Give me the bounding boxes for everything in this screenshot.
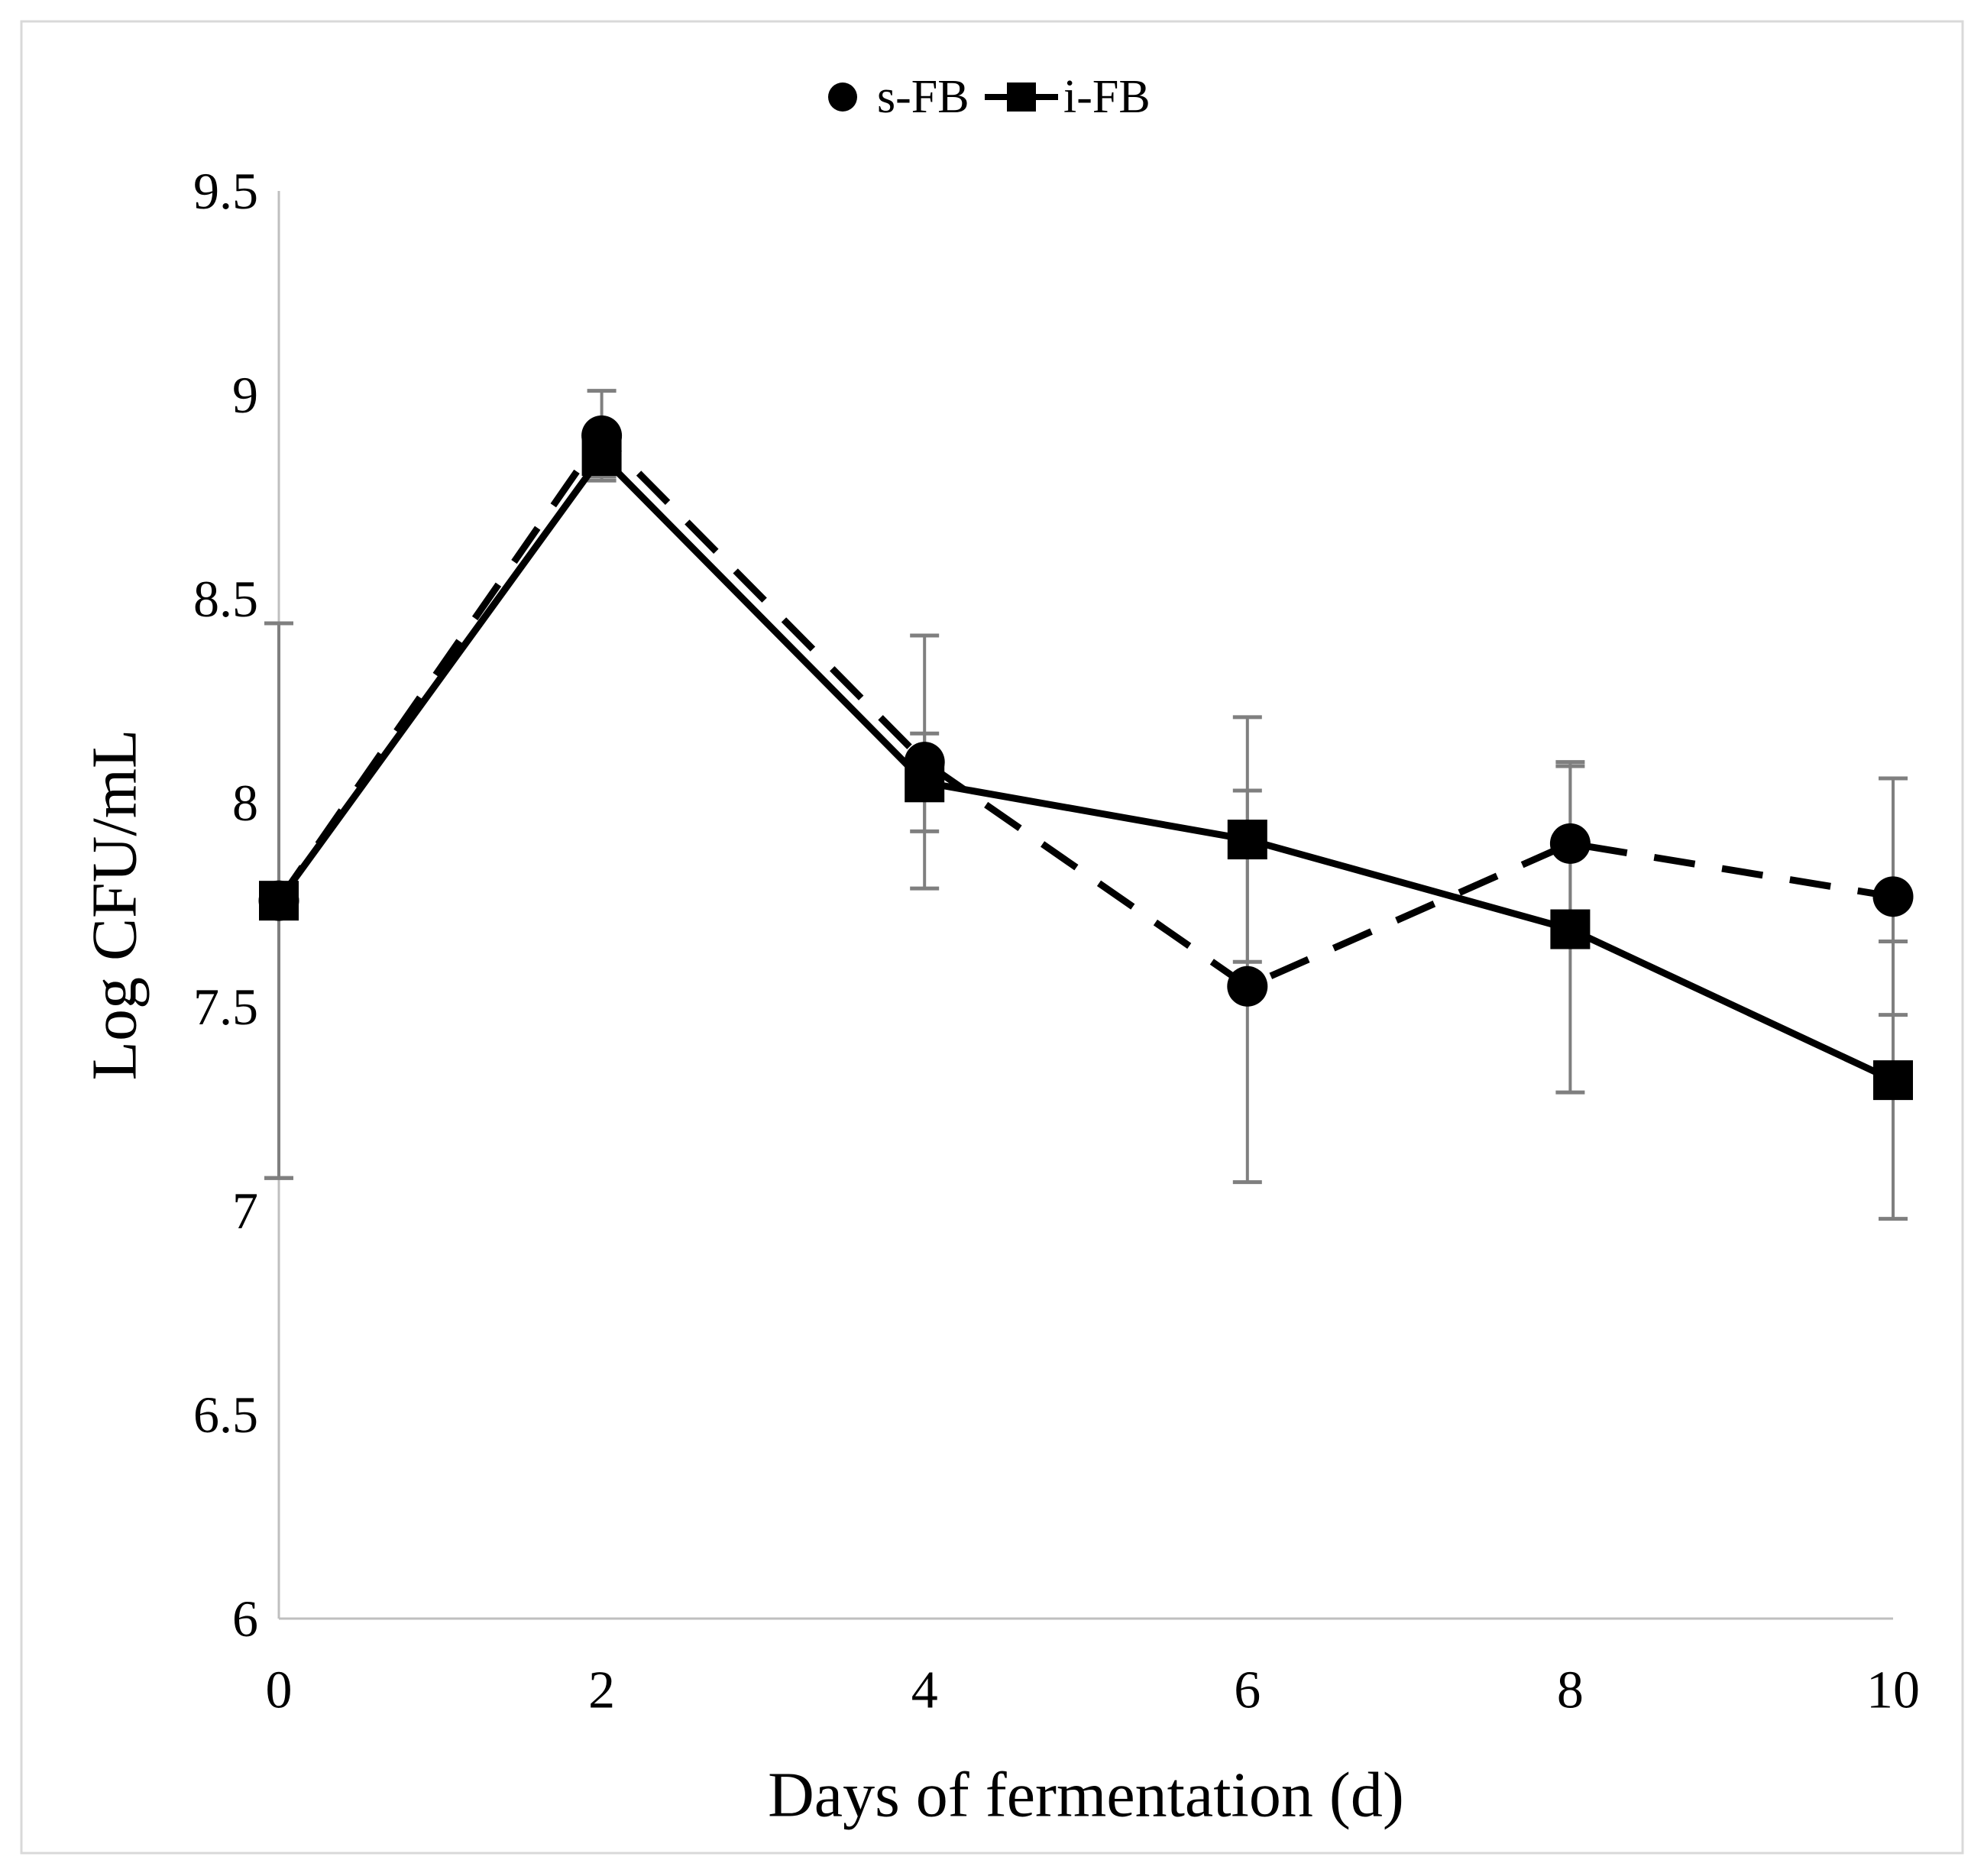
y-axis-tick-label: 6 (232, 1590, 258, 1648)
x-axis-tick-label: 10 (1866, 1661, 1920, 1720)
y-axis-tick-label: 6.5 (193, 1386, 258, 1444)
y-axis-tick-label: 9 (232, 366, 258, 424)
series-line-i-FB (276, 451, 1895, 1084)
series-markers-i-FB (259, 436, 1913, 1101)
x-axis-title: Days of fermentation (d) (768, 1760, 1404, 1831)
legend: s-FB i-FB (828, 71, 1151, 123)
y-axis-tick-labels: 9.5 9 8.5 8 7.5 7 6.5 6 (193, 162, 258, 1648)
y-axis-tick-label: 8 (232, 774, 258, 832)
x-axis-tick-label: 8 (1557, 1661, 1584, 1720)
data-point-i-FB (1550, 909, 1591, 949)
data-point-i-FB (1873, 1060, 1913, 1101)
data-point-i-FB (1227, 820, 1267, 860)
y-axis-tick-label: 7 (232, 1182, 258, 1240)
y-axis-title: Log CFU/mL (79, 729, 150, 1081)
series-line-s-FB (276, 430, 1894, 991)
legend-label-i-FB: i-FB (1063, 71, 1151, 123)
y-axis-tick-label: 8.5 (193, 570, 258, 628)
legend-circle-marker-icon (828, 82, 857, 112)
y-axis-tick-label: 7.5 (193, 978, 258, 1036)
figure-border (20, 20, 1964, 1855)
data-point-s-FB (1549, 823, 1591, 864)
x-axis-tick-labels: 0 2 4 6 8 10 (266, 1661, 1921, 1720)
data-point-i-FB (905, 762, 945, 803)
data-point-i-FB (581, 436, 622, 477)
legend-item-i-FB: i-FB (985, 71, 1151, 123)
data-point-i-FB (259, 881, 299, 921)
x-axis-tick-label: 4 (911, 1661, 938, 1720)
data-point-s-FB (1872, 876, 1914, 917)
legend-item-s-FB: s-FB (828, 71, 969, 123)
x-axis-tick-label: 0 (266, 1661, 293, 1720)
legend-label-s-FB: s-FB (877, 71, 969, 123)
y-axis-tick-label: 9.5 (193, 162, 258, 220)
data-point-s-FB (1227, 965, 1268, 1007)
x-axis-tick-label: 6 (1234, 1661, 1261, 1720)
x-axis-tick-label: 2 (588, 1661, 615, 1720)
legend-square-marker-icon (1007, 82, 1036, 112)
